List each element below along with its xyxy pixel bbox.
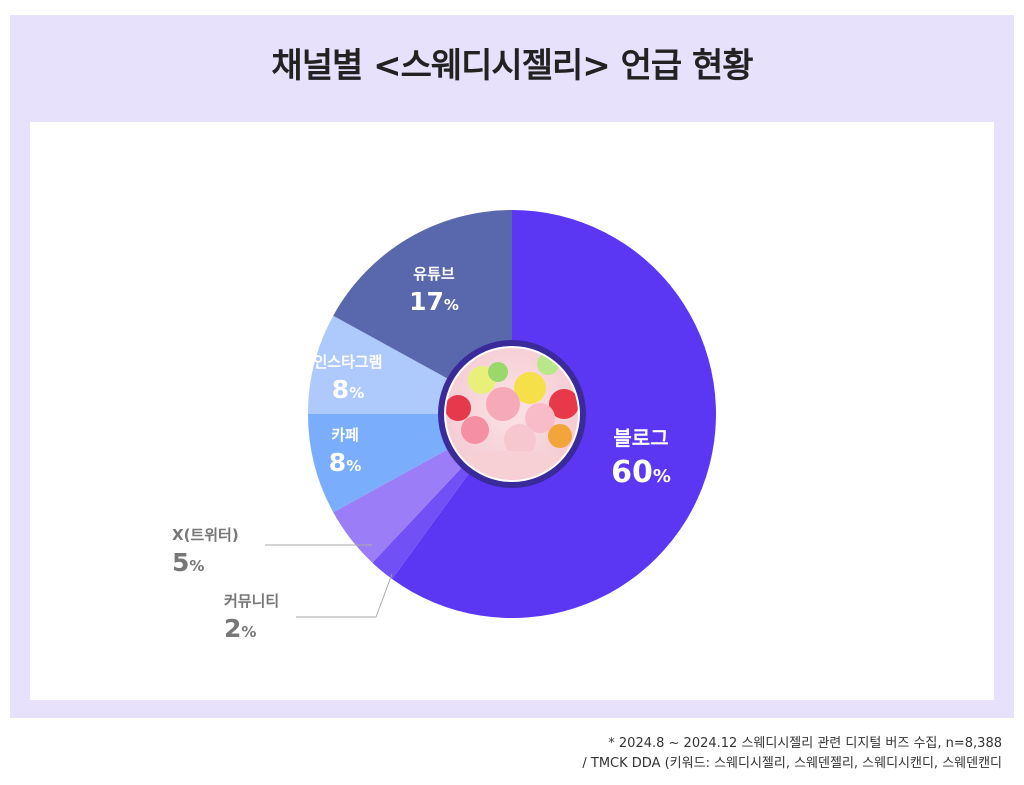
- leader-lines: [265, 544, 393, 618]
- leader-line-커뮤니티: [296, 573, 393, 618]
- footnote-line-2: / TMCK DDA (키워드: 스웨디시젤리, 스웨덴젤리, 스웨디시캔디, …: [582, 756, 1002, 771]
- candy-jelly-image: [438, 340, 586, 488]
- slice-value-x-트위터: 5%: [172, 548, 204, 577]
- slice-value-카페: 8%: [329, 448, 361, 477]
- slice-label-유튜브: 유튜브: [413, 265, 455, 283]
- slice-label-x-트위터: X(트위터): [172, 526, 239, 544]
- slice-label-카페: 카페: [331, 426, 359, 444]
- slice-value-인스타그램: 8%: [332, 375, 364, 404]
- slice-value-유튜브: 17%: [409, 287, 459, 316]
- slice-value-블로그: 60%: [611, 455, 671, 490]
- slice-label-커뮤니티: 커뮤니티: [224, 592, 279, 610]
- footnote-line-1: * 2024.8 ~ 2024.12 스웨디시젤리 관련 디지털 버즈 수집, …: [608, 736, 1002, 751]
- chart-title: 채널별 <스웨디시젤리> 언급 현황: [271, 46, 753, 86]
- slice-label-인스타그램: 인스타그램: [313, 353, 382, 371]
- slice-value-커뮤니티: 2%: [224, 614, 256, 643]
- slice-label-블로그: 블로그: [613, 426, 668, 450]
- slice-labels: 블로그 60% 커뮤니티 2% X(트위터) 5% 카페 8% 인스타그램 8% 유튜브 17%: [172, 265, 671, 643]
